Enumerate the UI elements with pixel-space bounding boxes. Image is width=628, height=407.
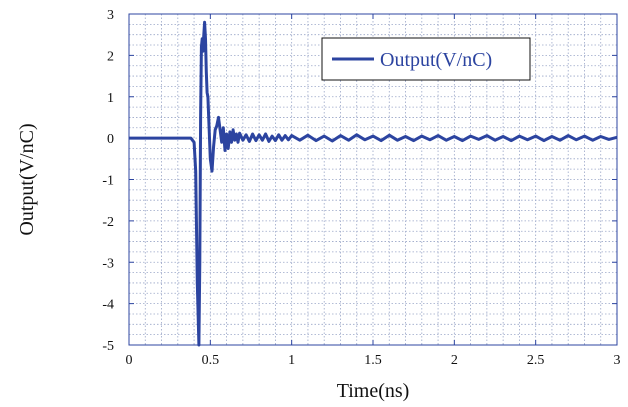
series-line-output xyxy=(129,20,618,347)
series-group xyxy=(129,20,618,347)
x-tick-label: 2 xyxy=(451,353,458,368)
y-tick-label: -1 xyxy=(102,174,114,189)
legend-label: Output(V/nC) xyxy=(380,49,492,71)
legend: Output(V/nC) xyxy=(321,37,531,81)
x-axis-label: Time(ns) xyxy=(337,380,410,402)
x-tick-label: 0 xyxy=(126,353,133,368)
y-axis-ticks: -5 -4 -3 -2 -1 0 1 2 3 xyxy=(102,8,617,354)
x-tick-label: 3 xyxy=(614,353,621,368)
y-tick-label: 3 xyxy=(107,8,114,23)
x-tick-label: 1 xyxy=(288,353,295,368)
y-tick-label: 2 xyxy=(107,49,114,64)
y-tick-label: -3 xyxy=(102,256,114,271)
x-tick-label: 2.5 xyxy=(527,353,545,368)
y-axis-label: Output(V/nC) xyxy=(16,123,38,235)
y-tick-label: 0 xyxy=(107,132,114,147)
x-axis-ticks: 0 0.5 1 1.5 2 2.5 3 xyxy=(126,14,621,368)
y-tick-label: 1 xyxy=(107,91,114,106)
x-tick-label: 0.5 xyxy=(202,353,220,368)
y-tick-label: -2 xyxy=(102,215,114,230)
y-tick-label: -4 xyxy=(102,298,114,313)
y-tick-label: -5 xyxy=(102,339,114,354)
x-tick-label: 1.5 xyxy=(364,353,382,368)
